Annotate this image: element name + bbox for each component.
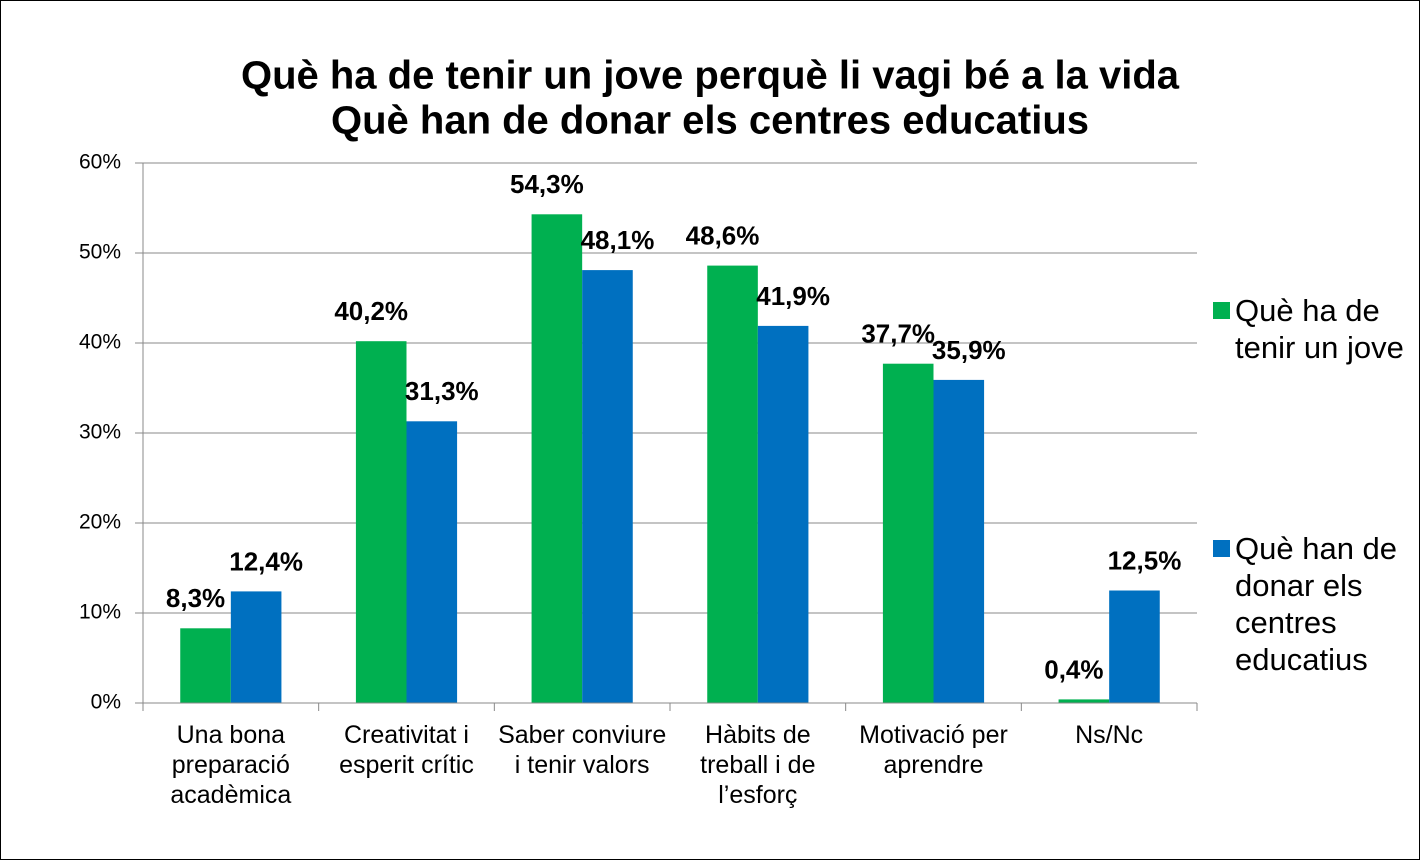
- y-tick-label: 60%: [79, 151, 121, 174]
- data-label: 35,9%: [932, 335, 1006, 365]
- x-tick-label: Saber conviure i tenir valors: [498, 721, 667, 779]
- bar: [1109, 590, 1160, 703]
- bar: [406, 421, 458, 703]
- bar: [582, 270, 633, 703]
- x-tick-label: Creativitat i esperit crític: [339, 721, 474, 779]
- y-tick-label: 0%: [91, 691, 121, 714]
- bar: [933, 379, 985, 703]
- data-label: 48,1%: [581, 225, 655, 255]
- bar: [707, 265, 758, 703]
- data-label: 12,4%: [229, 546, 303, 576]
- bar: [1058, 699, 1110, 703]
- data-label: 37,7%: [861, 319, 935, 349]
- data-label: 12,5%: [1108, 545, 1182, 575]
- y-tick-label: 10%: [79, 601, 121, 624]
- legend-label: Què ha de tenir un jove: [1235, 293, 1404, 365]
- legend-swatch: [1213, 302, 1230, 319]
- bar: [230, 591, 282, 703]
- bar: [757, 325, 809, 703]
- data-label: 54,3%: [510, 169, 584, 199]
- bar: [531, 214, 583, 704]
- y-tick-label: 20%: [79, 511, 121, 534]
- legend-label: Què han de donar els centres educatius: [1235, 531, 1398, 677]
- x-tick-label: Hàbits de treball i de l’esforç: [700, 721, 816, 809]
- chart-title: Què ha de tenir un jove perquè li vagi b…: [241, 54, 1180, 98]
- data-label: 0,4%: [1044, 654, 1103, 684]
- x-tick-label: Motivació per aprendre: [859, 721, 1008, 779]
- data-label: 40,2%: [334, 296, 408, 326]
- bar: [180, 628, 231, 703]
- y-tick-label: 30%: [79, 421, 121, 444]
- x-tick-label: Una bona preparació acadèmica: [170, 721, 292, 809]
- data-label: 48,6%: [686, 220, 760, 250]
- chart-subtitle: Què han de donar els centres educatius: [331, 99, 1089, 143]
- bar: [882, 363, 934, 703]
- data-label: 31,3%: [405, 376, 479, 406]
- data-label: 8,3%: [166, 583, 225, 613]
- y-tick-label: 50%: [79, 241, 121, 264]
- y-tick-label: 40%: [79, 331, 121, 354]
- x-tick-label: Ns/Nc: [1075, 721, 1144, 749]
- data-label: 41,9%: [756, 281, 830, 311]
- legend-swatch: [1213, 540, 1230, 557]
- bar: [355, 341, 407, 703]
